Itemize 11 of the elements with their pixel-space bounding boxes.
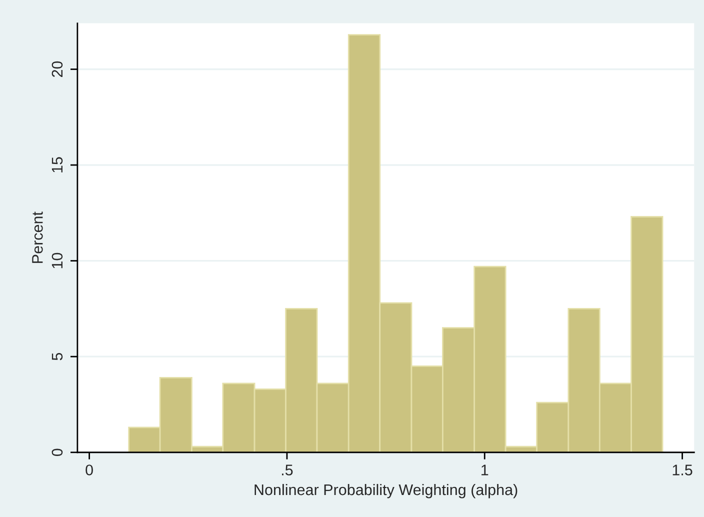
x-axis-title: Nonlinear Probability Weighting (alpha)	[254, 484, 518, 498]
y-tick-label: 10	[52, 252, 63, 268]
y-tick-label: 15	[52, 157, 63, 172]
y-tick-label: 5	[52, 352, 63, 360]
x-tick-label: .5	[282, 464, 293, 476]
y-axis-title: Percent	[32, 212, 43, 263]
x-tick-label: 1	[482, 464, 488, 476]
y-tick-label: 20	[52, 61, 63, 77]
x-tick-label: 0	[86, 464, 93, 476]
x-tick-label: 1.5	[672, 464, 692, 476]
y-tick-label: 0	[52, 448, 63, 456]
